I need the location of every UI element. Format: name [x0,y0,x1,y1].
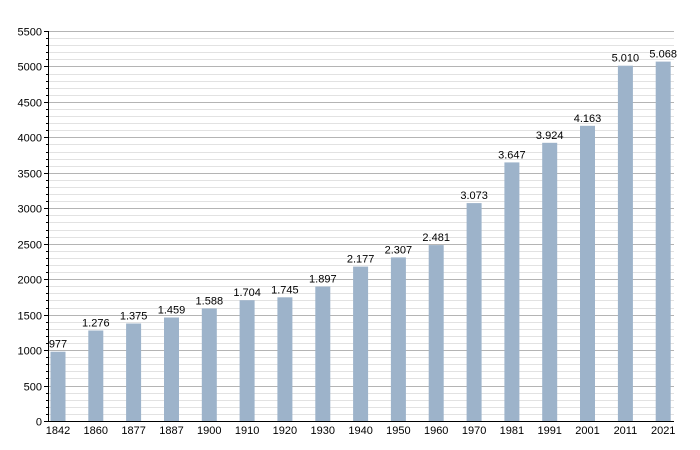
bar-value-label: 5.010 [612,53,640,65]
bar-value-label: 2.177 [347,254,375,266]
y-tick-label: 2500 [18,240,42,252]
bar [466,203,482,421]
x-tick-label: 1930 [311,425,335,437]
axes [48,31,674,422]
y-tick-label: 0 [36,417,42,429]
x-tick-label: 2011 [614,425,638,437]
x-tick-label: 1877 [121,425,145,437]
bar-value-label: 2.481 [422,232,450,244]
bar-value-label: 3.647 [498,149,526,161]
bar-value-label: 3.073 [460,190,488,202]
y-tick-label: 2000 [18,275,42,287]
bar [277,297,293,421]
x-axis-ticks: 1842 1860 1877 1887 1900 1910 1920 1930 1940 1950… [46,425,676,437]
x-tick-label: 1910 [235,425,259,437]
bar [88,330,104,421]
bar-value-label: 1.375 [120,311,148,323]
bars [50,61,671,422]
bar [542,142,558,422]
bar-value-label: 2.307 [385,244,413,256]
bar-value-label: 977 [49,339,67,351]
x-tick-label: 2001 [575,425,599,437]
bar [126,323,142,421]
x-tick-label: 1970 [462,425,486,437]
y-tick-label: 5000 [18,62,42,74]
x-tick-label: 1991 [537,425,561,437]
bar [50,351,66,421]
x-tick-label: 1920 [273,425,297,437]
bar-value-label: 1.704 [233,287,261,299]
bar [655,61,671,421]
y-tick-label: 5500 [18,27,42,39]
bar [353,266,369,421]
y-tick-label: 3000 [18,204,42,216]
y-tick-label: 4500 [18,98,42,110]
bar-value-label: 1.459 [158,305,186,317]
bar [580,125,595,422]
x-tick-label: 1900 [197,425,221,437]
x-tick-label: 1860 [84,425,108,437]
bar [428,245,444,421]
x-tick-label: 1842 [46,425,70,437]
bar [617,65,633,421]
y-tick-label: 1500 [18,311,42,323]
bar-value-label: 1.588 [196,295,224,307]
bar-value-label: 1.745 [271,284,299,296]
y-tick-label: 3500 [18,169,42,181]
x-tick-label: 1981 [500,425,524,437]
x-tick-label: 1940 [348,425,372,437]
bar [164,317,179,421]
y-tick-label: 500 [24,382,42,394]
y-tick-label: 4000 [18,133,42,145]
bar-value-label: 1.897 [309,274,337,286]
bar [390,257,406,421]
bar-value-label: 4.163 [574,113,602,125]
bar-value-label: 3.924 [536,130,564,142]
bar [315,286,331,421]
data-labels: 977 1.276 1.375 1.459 1.588 1.704 1.745 1.897 2.… [49,49,677,351]
bar [504,162,520,421]
x-tick-label: 1960 [424,425,448,437]
y-axis-ticks: 0 500 1000 1500 2000 2500 3000 3500 4000 4500 5000… [18,27,48,429]
x-tick-label: 1950 [386,425,410,437]
bar-value-label: 1.276 [82,318,110,330]
bar-value-label: 5.068 [649,49,677,61]
x-tick-label: 1887 [159,425,183,437]
x-tick-label: 2021 [651,425,675,437]
bar [239,300,255,421]
y-tick-label: 1000 [18,346,42,358]
bar [201,308,217,421]
